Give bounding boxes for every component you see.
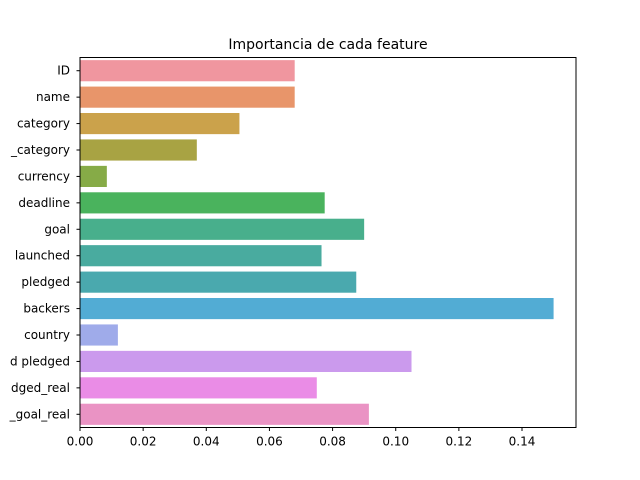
bar [80,218,365,240]
y-tick-label: currency [18,169,70,183]
bar [80,139,197,161]
y-tick-label: launched [15,249,70,263]
x-tick-label: 0.06 [256,435,283,449]
bar [80,86,295,108]
y-tick-label: backers [23,302,70,316]
y-tick-label: _goal_real [9,407,70,421]
y-tick-label: dged_real [11,381,70,395]
y-axis: ID name category _category currency deadline g… [9,64,80,421]
bar [80,403,369,425]
bar [80,298,554,320]
bar [80,192,325,214]
x-tick-label: 0.00 [67,435,94,449]
chart-title: Importancia de cada feature [228,37,427,53]
y-tick-label: country [24,328,70,342]
bar [80,377,317,399]
y-tick-label: ID [57,64,70,78]
y-tick-label: deadline [18,196,70,210]
x-tick-label: 0.04 [193,435,220,449]
bar [80,113,240,135]
x-axis: 0.00 0.02 0.04 0.06 0.08 0.10 0.12 0.14 [67,427,536,449]
y-tick-label: pledged [21,275,70,289]
bar [80,350,412,372]
bar [80,165,107,187]
bar [80,271,357,293]
x-tick-label: 0.14 [509,435,536,449]
x-tick-label: 0.12 [446,435,473,449]
y-tick-label: goal [44,222,70,236]
x-tick-label: 0.02 [130,435,157,449]
bar [80,60,295,82]
bars [80,60,554,425]
bar [80,324,118,346]
y-tick-label: category [17,117,70,131]
bar [80,245,322,267]
x-tick-label: 0.08 [319,435,346,449]
plot-frame [79,57,577,428]
y-tick-label: name [36,90,70,104]
y-tick-label: _category [10,143,70,157]
x-tick-label: 0.10 [382,435,409,449]
y-tick-label: d pledged [10,354,70,368]
